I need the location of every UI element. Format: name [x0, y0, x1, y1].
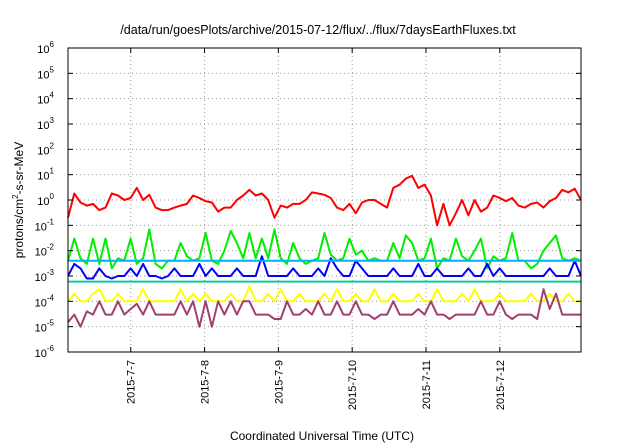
y-tick-exponent: 1: [50, 167, 55, 176]
y-tick-exponent: 5: [50, 65, 55, 74]
y-tick-base: 10: [35, 221, 47, 233]
y-axis-label-rest: -s-sr-MeV: [12, 142, 26, 195]
y-tick-base: 10: [37, 95, 49, 107]
y-tick-exponent: -3: [47, 268, 55, 277]
y-tick-exponent: -4: [47, 293, 55, 302]
y-tick-label: 101: [37, 167, 54, 183]
y-tick-base: 10: [35, 272, 47, 284]
series-line-7: [67, 288, 581, 328]
y-tick-exponent: 0: [50, 192, 55, 201]
y-tick-label: 106: [37, 40, 54, 56]
y-tick-base: 10: [35, 323, 47, 335]
series-line-6: [67, 285, 581, 303]
x-tick-label: 2015-7-7: [126, 360, 138, 404]
y-tick-label: 10-1: [35, 217, 55, 233]
y-tick-base: 10: [37, 171, 49, 183]
chart-title: /data/run/goesPlots/archive/2015-07-12/f…: [120, 23, 516, 37]
y-tick-exponent: 3: [50, 116, 55, 125]
x-tick-label: 2015-7-9: [273, 360, 285, 404]
x-tick-label: 2015-7-8: [200, 360, 212, 404]
y-tick-label: 10-5: [35, 319, 55, 335]
series-group: [67, 174, 582, 328]
y-tick-base: 10: [35, 297, 47, 309]
y-tick-label: 10-2: [35, 243, 55, 259]
y-tick-base: 10: [37, 196, 49, 208]
x-tick-label: 2015-7-10: [347, 360, 359, 410]
y-tick-base: 10: [37, 120, 49, 132]
y-tick-exponent: 4: [50, 91, 55, 100]
series-line-3: [67, 255, 582, 280]
y-tick-exponent: 6: [50, 40, 55, 49]
y-tick-exponent: -1: [47, 217, 55, 226]
x-axis-label: Coordinated Universal Time (UTC): [230, 429, 414, 443]
y-axis-ticks: 10610510410310210110010-110-210-310-410-…: [35, 40, 581, 360]
x-axis-ticks: 2015-7-7 2015-7-8 2015-7-9 2015-7-10 2015-7-…: [126, 48, 507, 410]
y-axis-label-unit: protons/cm: [12, 199, 26, 258]
y-tick-base: 10: [37, 44, 49, 56]
y-tick-exponent: -2: [47, 243, 55, 252]
y-tick-label: 105: [37, 65, 54, 81]
y-tick-base: 10: [35, 348, 47, 360]
x-tick-label: 2015-7-11: [421, 360, 433, 409]
y-tick-label: 102: [37, 141, 54, 157]
y-tick-label: 100: [37, 192, 54, 208]
y-tick-label: 10-4: [35, 293, 55, 309]
y-tick-base: 10: [35, 247, 47, 259]
y-tick-base: 10: [37, 69, 49, 81]
y-tick-label: 10-3: [35, 268, 55, 284]
y-tick-label: 103: [37, 116, 54, 132]
y-tick-label: 104: [37, 91, 54, 107]
y-axis-label: protons/cm2-s-sr-MeV: [11, 142, 26, 258]
series-line-2: [67, 228, 582, 270]
x-tick-label: 2015-7-12: [495, 360, 507, 410]
y-tick-label: 10-6: [35, 344, 55, 360]
y-axis-label-exponent: 2: [11, 194, 20, 199]
y-tick-exponent: -5: [47, 319, 55, 328]
y-tick-exponent: -6: [47, 344, 55, 353]
y-tick-base: 10: [37, 145, 49, 157]
y-tick-exponent: 2: [50, 141, 55, 150]
series-line-1: [67, 174, 582, 227]
